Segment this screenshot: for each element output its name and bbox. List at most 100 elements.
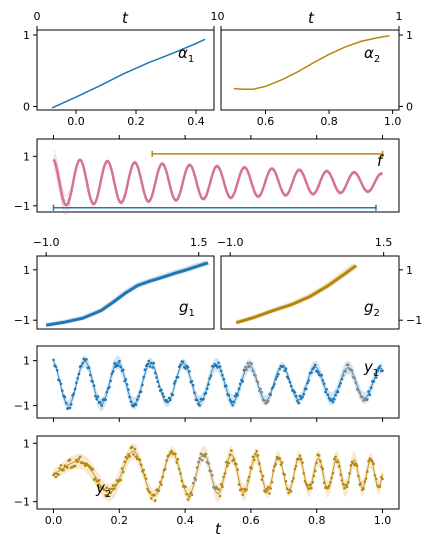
y1-point-60: [128, 395, 131, 399]
y2-point-216: [326, 486, 330, 490]
y2-point-165: [261, 474, 265, 478]
y1-point-32: [92, 384, 96, 388]
y2-point-179: [279, 463, 283, 467]
y1-point-200: [306, 381, 309, 385]
y1-point-164: [260, 390, 264, 394]
y2-point-167: [264, 490, 267, 494]
alpha2-top-ticklabel-1: 1: [396, 10, 403, 23]
y1-point-159: [254, 374, 257, 378]
y2-point-104: [184, 485, 187, 489]
y2-point-36: [97, 479, 101, 482]
y2-left-ticklabel-0: 1: [23, 437, 30, 450]
y2-point-162: [258, 462, 261, 466]
y1-point-237: [353, 376, 356, 380]
y2-point-131: [218, 494, 222, 498]
y1-point-59: [127, 388, 130, 391]
y2-point-113: [195, 466, 199, 469]
y2-point-46: [110, 487, 114, 491]
y1-point-129: [216, 366, 219, 369]
y2-point-93: [170, 449, 173, 453]
y2-point-238: [354, 462, 358, 466]
y1-point-34: [95, 397, 98, 401]
y2-point-172: [270, 480, 274, 484]
y1-point-19: [76, 377, 79, 380]
y1-point-79: [152, 361, 156, 365]
y1-point-140: [230, 401, 233, 404]
y1-point-48: [113, 362, 116, 365]
y1-point-241: [358, 391, 362, 395]
y2-point-58: [125, 457, 129, 460]
y1-point-173: [272, 385, 275, 389]
y1-point-178: [278, 367, 281, 371]
y1-point-122: [207, 383, 210, 386]
y1-point-222: [334, 393, 337, 397]
y2-point-99: [177, 467, 181, 471]
y1-point-29: [89, 373, 92, 377]
y2-point-101: [180, 479, 184, 483]
y1-point-136: [225, 384, 228, 388]
y1-point-174: [273, 382, 276, 386]
y2-bottom-ticklabel-3: 0.6: [242, 514, 260, 527]
y1-point-138: [227, 394, 231, 397]
y2-point-231: [345, 485, 349, 489]
y1-point-217: [327, 396, 331, 400]
y1-point-161: [256, 381, 260, 384]
y2-point-171: [269, 487, 273, 490]
y1-point-208: [316, 370, 320, 374]
y2-bottom-ticklabel-5: 1.0: [374, 514, 392, 527]
y2-point-135: [223, 472, 227, 475]
y1-point-247: [366, 398, 369, 401]
g1-left-ticklabel-1: −1: [14, 314, 30, 327]
y2-point-11: [66, 466, 69, 469]
panel-alpha2: 0.6 0.8 1.0 0 1 0 1 t α2: [218, 9, 414, 128]
y2-point-246: [364, 477, 368, 481]
y2-point-232: [346, 481, 350, 484]
f-signal-4: [53, 150, 383, 204]
y2-point-117: [200, 458, 204, 462]
y2-point-157: [251, 455, 255, 459]
y1-point-13: [68, 406, 72, 410]
y2-point-156: [250, 467, 253, 470]
y1-point-113: [195, 398, 199, 402]
y2-point-187: [289, 490, 293, 493]
y1-point-151: [244, 365, 247, 369]
g1-top-ticklabel-0: −1.0: [33, 236, 60, 249]
y2-point-5: [58, 467, 62, 470]
y1-point-232: [346, 363, 350, 367]
y2-point-196: [301, 461, 304, 464]
y1-point-61: [129, 400, 133, 404]
y2-point-21: [78, 455, 82, 459]
y1-point-44: [108, 385, 111, 389]
alpha1-series-line-0: [51, 38, 206, 109]
annotation-g2: g2: [364, 298, 380, 319]
y2-point-191: [294, 464, 298, 468]
y2-point-164: [260, 478, 264, 481]
y2-point-178: [278, 456, 281, 460]
y2-point-45: [109, 491, 112, 495]
y1-point-192: [296, 399, 299, 403]
f-signal-3: [53, 154, 383, 204]
y2-point-242: [359, 482, 363, 485]
y1-point-145: [236, 394, 239, 397]
y1-point-71: [142, 375, 145, 379]
alpha2-bottom-ticklabel-2: 1.0: [384, 115, 402, 128]
y2-point-161: [256, 454, 260, 457]
y2-point-183: [284, 480, 288, 483]
y2-point-219: [330, 476, 334, 480]
y1-point-194: [298, 394, 302, 398]
y2-point-124: [209, 469, 213, 473]
y1-point-85: [160, 388, 163, 392]
y1-point-141: [231, 403, 234, 407]
y1-point-156: [250, 362, 253, 366]
y1-point-102: [181, 360, 185, 364]
y1-point-212: [321, 379, 325, 382]
y1-point-221: [333, 398, 336, 401]
y1-point-38: [100, 404, 103, 407]
alpha2-series-line-0: [233, 34, 390, 91]
y2-point-230: [344, 483, 348, 487]
y2-point-173: [272, 469, 275, 472]
y2-point-142: [232, 458, 236, 461]
y1-point-227: [340, 377, 344, 381]
y2-point-203: [310, 486, 313, 490]
annotation-alpha2: α2: [364, 44, 380, 65]
